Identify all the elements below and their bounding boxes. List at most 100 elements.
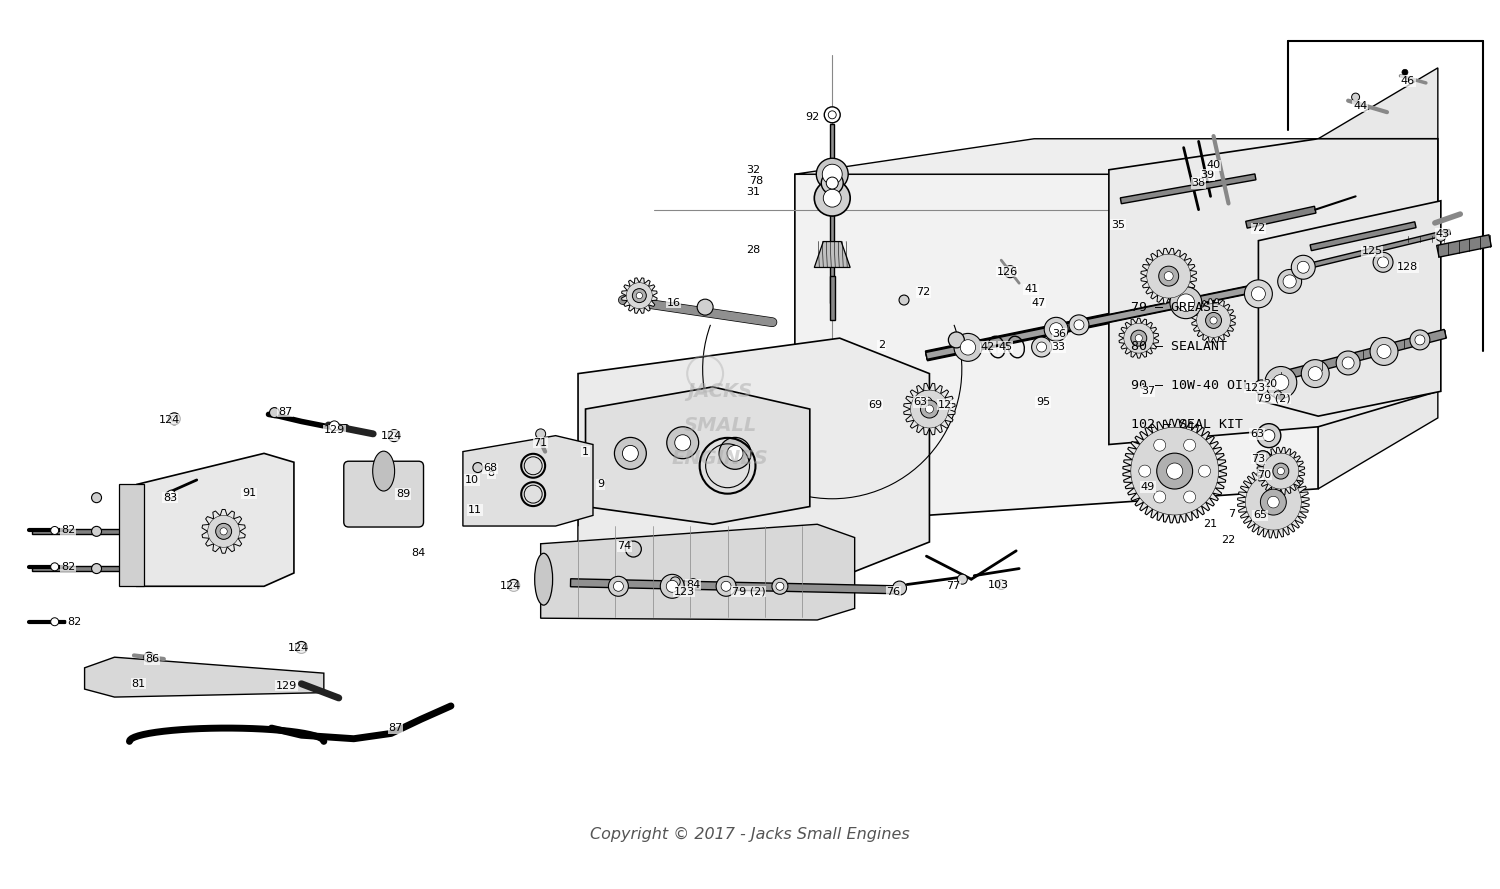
Circle shape (1372, 252, 1394, 272)
Circle shape (1167, 463, 1182, 479)
Polygon shape (621, 278, 657, 314)
Circle shape (1260, 489, 1287, 515)
Polygon shape (118, 485, 144, 587)
Text: 38: 38 (1191, 178, 1206, 188)
Circle shape (51, 618, 58, 626)
Circle shape (915, 391, 939, 415)
Circle shape (716, 576, 736, 597)
Circle shape (536, 428, 546, 439)
Circle shape (921, 396, 933, 409)
Text: 84: 84 (411, 548, 424, 557)
Circle shape (825, 107, 840, 123)
Circle shape (822, 172, 843, 194)
Text: 124: 124 (500, 581, 522, 591)
Circle shape (1184, 491, 1196, 503)
Circle shape (1257, 424, 1281, 447)
Ellipse shape (372, 451, 394, 491)
Text: 103: 103 (987, 580, 1008, 589)
Text: 83: 83 (164, 493, 177, 502)
Circle shape (957, 574, 968, 584)
Text: 95: 95 (1036, 397, 1050, 407)
Circle shape (1352, 93, 1359, 101)
Text: 123: 123 (1245, 383, 1266, 393)
Circle shape (1131, 428, 1218, 515)
Circle shape (614, 581, 624, 591)
Circle shape (996, 580, 1006, 589)
Polygon shape (926, 245, 1446, 360)
Circle shape (824, 189, 842, 207)
Circle shape (827, 177, 839, 189)
Polygon shape (585, 387, 810, 525)
Circle shape (1254, 380, 1269, 394)
Circle shape (688, 579, 698, 589)
Text: 31: 31 (746, 187, 760, 197)
Polygon shape (1245, 206, 1316, 228)
Circle shape (636, 292, 642, 299)
Circle shape (626, 541, 642, 557)
Polygon shape (1257, 447, 1305, 495)
Circle shape (622, 445, 639, 461)
Polygon shape (1318, 68, 1438, 489)
Text: 32: 32 (746, 164, 760, 175)
Circle shape (330, 420, 339, 431)
Circle shape (510, 582, 516, 589)
Circle shape (1154, 439, 1166, 452)
Polygon shape (1310, 229, 1450, 268)
Polygon shape (1142, 248, 1197, 304)
Circle shape (1070, 315, 1089, 335)
Circle shape (168, 490, 176, 498)
Text: 69: 69 (868, 400, 882, 410)
Text: SMALL: SMALL (684, 415, 756, 435)
Text: 45: 45 (999, 342, 1012, 352)
Text: 35: 35 (1112, 220, 1125, 229)
Text: 41: 41 (1024, 284, 1038, 294)
Circle shape (1264, 366, 1298, 398)
Polygon shape (903, 383, 956, 435)
Text: 79 (2): 79 (2) (1257, 394, 1290, 404)
Circle shape (816, 158, 848, 190)
Polygon shape (1258, 201, 1442, 416)
Circle shape (1302, 360, 1329, 388)
Circle shape (1402, 69, 1408, 76)
Polygon shape (84, 657, 324, 697)
Circle shape (1251, 287, 1266, 300)
Circle shape (822, 164, 842, 184)
Text: 87: 87 (278, 406, 292, 417)
Circle shape (1263, 453, 1299, 489)
Circle shape (926, 405, 933, 413)
Circle shape (1198, 465, 1210, 477)
Text: 71: 71 (534, 437, 548, 448)
Circle shape (1124, 324, 1154, 353)
Polygon shape (202, 509, 246, 553)
Text: 16: 16 (666, 298, 681, 308)
Text: 84: 84 (686, 580, 700, 589)
Polygon shape (1108, 139, 1438, 444)
Circle shape (1148, 254, 1191, 298)
Text: 74: 74 (618, 541, 632, 551)
Polygon shape (815, 242, 850, 268)
Circle shape (220, 528, 226, 535)
Circle shape (828, 111, 836, 119)
Circle shape (627, 283, 652, 308)
Circle shape (954, 333, 982, 361)
Circle shape (1436, 231, 1446, 241)
Polygon shape (1310, 221, 1416, 251)
Text: 72: 72 (916, 287, 930, 297)
Text: 10: 10 (465, 475, 478, 485)
Text: 82: 82 (68, 617, 81, 627)
Text: 21: 21 (1203, 519, 1218, 529)
Circle shape (51, 563, 58, 571)
Polygon shape (570, 579, 900, 594)
Text: 40: 40 (1206, 160, 1221, 171)
Circle shape (1278, 394, 1284, 400)
Circle shape (1154, 491, 1166, 503)
Circle shape (92, 493, 102, 502)
Text: 81: 81 (132, 679, 146, 689)
Text: 1: 1 (582, 446, 590, 457)
Text: 12: 12 (938, 400, 951, 410)
Text: 33: 33 (1052, 342, 1065, 352)
Polygon shape (795, 139, 1318, 174)
Circle shape (1206, 312, 1221, 328)
Text: 43: 43 (1436, 228, 1449, 238)
Circle shape (144, 653, 154, 662)
